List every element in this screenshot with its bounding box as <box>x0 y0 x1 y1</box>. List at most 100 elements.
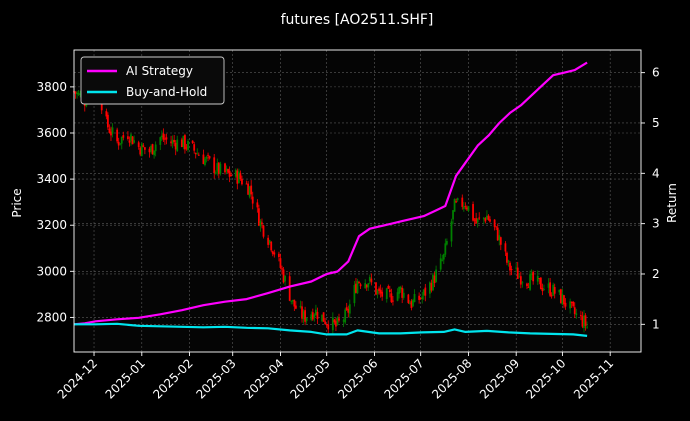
price-candle <box>519 276 522 285</box>
price-candle <box>261 222 263 225</box>
price-candle <box>413 293 416 302</box>
price-candle <box>305 317 308 322</box>
price-candle <box>410 301 413 308</box>
price-candle <box>128 140 131 143</box>
price-candle <box>370 278 373 283</box>
price-candle <box>316 311 319 320</box>
price-candle <box>85 103 88 107</box>
series-line-buy-and-hold <box>74 322 588 337</box>
price-candle <box>486 215 488 220</box>
y-axis-label-left: Price <box>10 188 24 217</box>
price-candle <box>321 314 323 322</box>
price-candle <box>376 290 379 294</box>
price-candle <box>439 258 442 270</box>
price-candle <box>550 295 553 297</box>
price-candle <box>248 186 251 197</box>
price-candle <box>333 319 336 323</box>
price-candle <box>419 298 422 300</box>
price-candle <box>462 206 465 209</box>
price-candle <box>478 217 481 219</box>
y-tick-label-left: 3800 <box>36 80 67 94</box>
price-candle <box>418 295 421 300</box>
price-candle <box>509 262 511 271</box>
price-candle <box>342 320 345 322</box>
price-candle <box>348 304 351 314</box>
price-candle <box>302 311 305 320</box>
price-candle <box>561 293 564 305</box>
price-candle <box>290 300 293 302</box>
price-candle <box>379 289 382 294</box>
price-candle <box>259 220 262 227</box>
price-candle <box>442 254 445 260</box>
price-candle <box>408 303 411 305</box>
chart-title: futures [AO2511.SHF] <box>281 12 434 28</box>
price-candle <box>541 287 544 292</box>
price-candle <box>467 206 470 212</box>
price-candle <box>402 292 405 298</box>
price-candle <box>521 282 524 284</box>
price-candle <box>224 163 226 173</box>
y-tick-label-left: 2800 <box>36 310 67 324</box>
price-candle <box>291 299 294 302</box>
price-candle <box>304 310 307 322</box>
price-candle <box>225 168 228 172</box>
price-candle <box>518 276 521 278</box>
price-candle <box>538 278 541 280</box>
price-candle <box>407 294 410 303</box>
price-candle <box>430 283 433 291</box>
price-candle <box>180 139 183 148</box>
price-candle <box>140 143 143 157</box>
price-candle <box>241 178 243 185</box>
price-candle <box>184 135 186 150</box>
price-candle <box>338 318 340 321</box>
price-candle <box>563 295 565 305</box>
price-candle <box>262 225 265 237</box>
price-candle <box>345 307 348 310</box>
price-candle <box>197 154 200 156</box>
price-candle <box>536 275 539 282</box>
price-candle <box>429 282 431 294</box>
price-candle <box>472 204 474 221</box>
price-candle <box>193 144 196 151</box>
price-candle <box>173 140 176 143</box>
price-candle <box>493 219 496 227</box>
price-candle <box>510 268 513 270</box>
price-candle <box>388 289 391 293</box>
price-candle <box>194 152 197 155</box>
price-candle <box>257 208 260 226</box>
price-candle <box>148 148 151 153</box>
price-candle <box>424 287 427 296</box>
y-axis-label-right: Return <box>665 183 679 223</box>
price-candle <box>532 271 535 282</box>
price-candle <box>344 309 347 323</box>
price-candle <box>516 267 519 279</box>
price-candle <box>499 237 502 245</box>
price-candle <box>356 281 359 294</box>
price-candle <box>422 289 425 296</box>
price-candle <box>336 317 339 325</box>
price-candle <box>347 308 350 313</box>
price-candle <box>573 307 576 314</box>
price-candle <box>127 136 129 140</box>
price-candle <box>299 305 302 308</box>
price-candle <box>245 183 248 185</box>
price-candle <box>176 139 179 152</box>
price-candle <box>529 274 531 290</box>
y-tick-label-left: 3000 <box>36 264 67 278</box>
price-candle <box>498 235 501 241</box>
price-candle <box>174 142 177 150</box>
price-candle <box>234 169 237 177</box>
price-candle <box>110 131 112 136</box>
price-candle <box>530 273 533 275</box>
price-candle <box>432 274 434 291</box>
price-candle <box>237 171 240 184</box>
price-candle <box>353 285 356 304</box>
price-candle <box>154 144 157 152</box>
price-candle <box>378 288 380 291</box>
price-candle <box>150 145 152 152</box>
price-candle <box>191 140 194 144</box>
legend-label: AI Strategy <box>126 64 193 78</box>
price-candle <box>100 102 103 111</box>
price-candle <box>213 157 216 174</box>
